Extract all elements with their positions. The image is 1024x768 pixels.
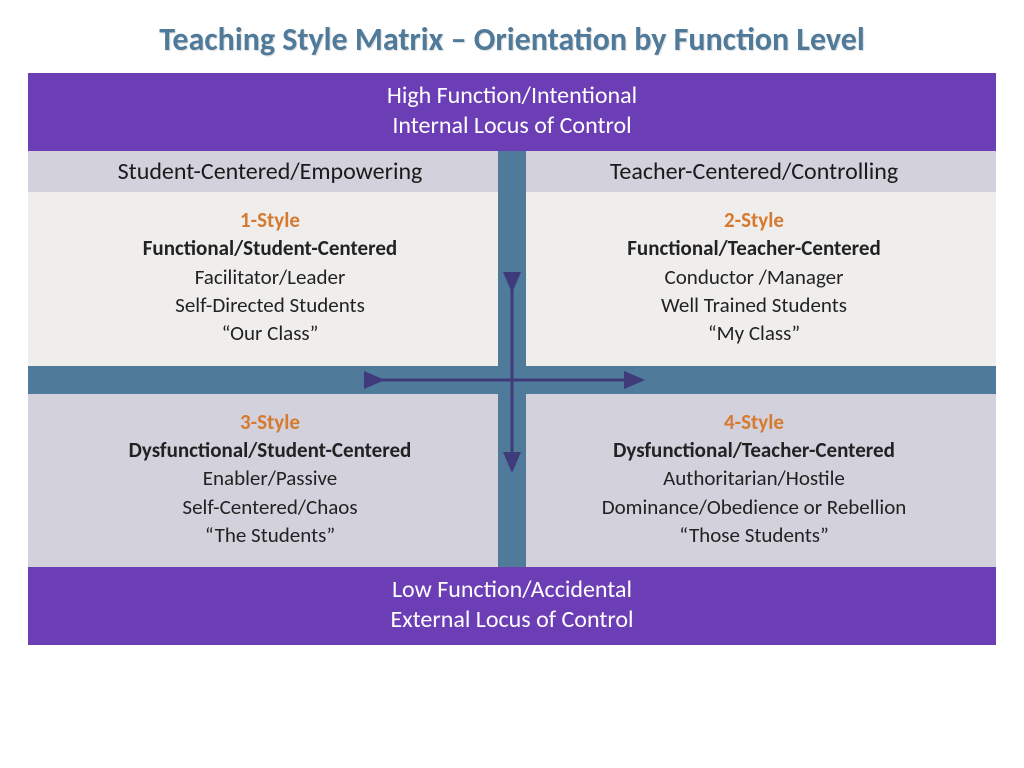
banner-bottom: Low Function/Accidental External Locus o… <box>28 567 996 645</box>
q2-line3: “My Class” <box>708 320 800 346</box>
q2-line2: Well Trained Students <box>661 292 847 318</box>
column-header-left: Student-Centered/Empowering <box>28 151 512 192</box>
q3-name: Dysfunctional/Student-Centered <box>38 436 502 464</box>
q2-label: 2-Style <box>522 206 986 234</box>
banner-top-line2: Internal Locus of Control <box>392 111 631 140</box>
quadrant-2: 2-Style Functional/Teacher-Centered Cond… <box>512 192 996 366</box>
column-header-right: Teacher-Centered/Controlling <box>512 151 996 192</box>
q1-name: Functional/Student-Centered <box>38 234 502 262</box>
q1-line3: “Our Class” <box>222 320 319 346</box>
q4-name: Dysfunctional/Teacher-Centered <box>522 436 986 464</box>
q2-name: Functional/Teacher-Centered <box>522 234 986 262</box>
q2-line1: Conductor /Manager <box>665 264 844 290</box>
quadrant-4: 4-Style Dysfunctional/Teacher-Centered A… <box>512 394 996 568</box>
q3-line1: Enabler/Passive <box>203 465 338 491</box>
banner-bottom-line2: External Locus of Control <box>390 605 633 634</box>
quadrant-3: 3-Style Dysfunctional/Student-Centered E… <box>28 394 512 568</box>
page-title: Teaching Style Matrix – Orientation by F… <box>28 20 996 59</box>
matrix: High Function/Intentional Internal Locus… <box>28 73 996 645</box>
quadrant-1: 1-Style Functional/Student-Centered Faci… <box>28 192 512 366</box>
q1-line1: Facilitator/Leader <box>195 264 346 290</box>
q3-line3: “The Students” <box>205 522 335 548</box>
q4-line1: Authoritarian/Hostile <box>663 465 845 491</box>
q3-line2: Self-Centered/Chaos <box>182 494 357 520</box>
q4-line3: “Those Students” <box>679 522 829 548</box>
q4-label: 4-Style <box>522 408 986 436</box>
banner-bottom-line1: Low Function/Accidental <box>392 575 632 604</box>
banner-top: High Function/Intentional Internal Locus… <box>28 73 996 151</box>
grid-area: Student-Centered/Empowering Teacher-Cent… <box>28 151 996 567</box>
q3-label: 3-Style <box>38 408 502 436</box>
q1-label: 1-Style <box>38 206 502 234</box>
banner-top-line1: High Function/Intentional <box>387 81 637 110</box>
q1-line2: Self-Directed Students <box>175 292 365 318</box>
vertical-axis-bar <box>498 151 526 567</box>
q4-line2: Dominance/Obedience or Rebellion <box>602 494 907 520</box>
